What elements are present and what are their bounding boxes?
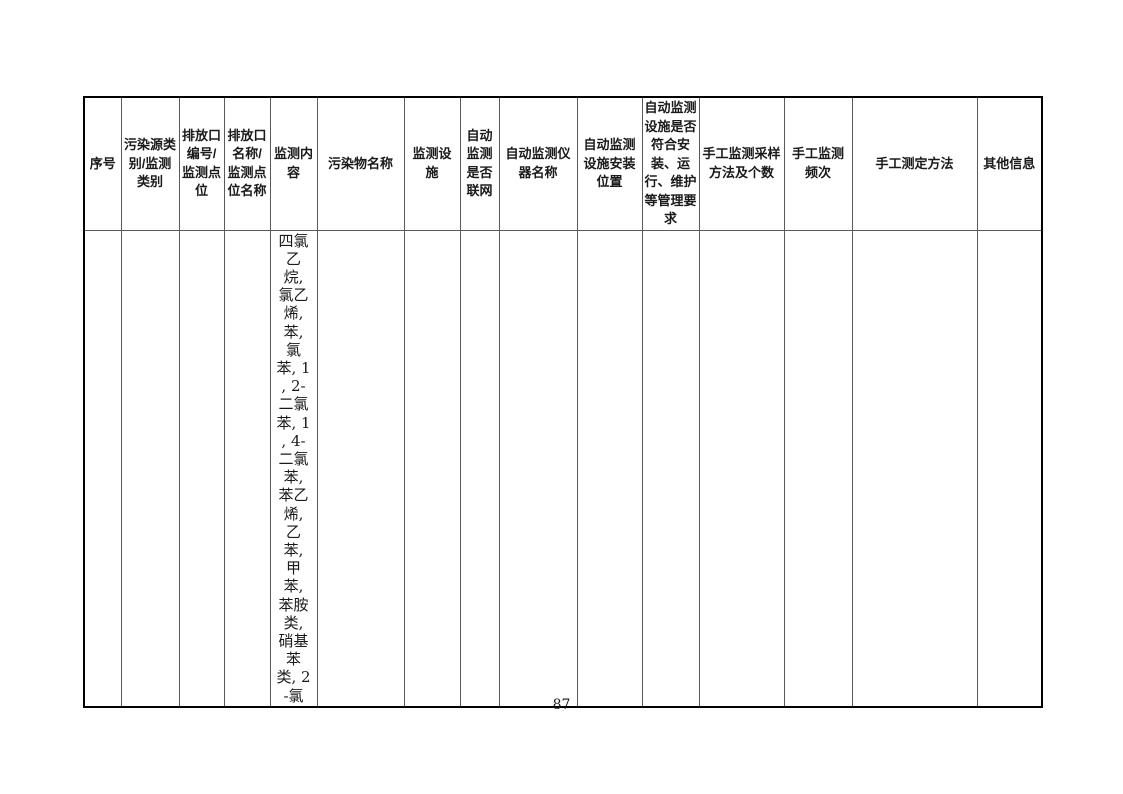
header-auto-monitoring-install-location: 自动监测设施安装位置 [576, 96, 643, 231]
header-auto-monitoring-networked: 自动监测是否联网 [459, 96, 500, 231]
header-other-info: 其他信息 [976, 96, 1043, 231]
header-manual-monitoring-frequency: 手工监测频次 [783, 96, 853, 231]
header-monitoring-content: 监测内容 [269, 96, 318, 231]
cell-manual-sampling-method-count [698, 229, 785, 708]
cell-auto-monitoring-install-location [576, 229, 643, 708]
header-outlet-name: 排放口名称/监测点位名称 [223, 96, 271, 231]
header-monitoring-facility: 监测设施 [403, 96, 461, 231]
header-pollutant-name: 污染物名称 [316, 96, 405, 231]
cell-manual-determination-method [851, 229, 978, 708]
header-manual-determination-method: 手工测定方法 [851, 96, 978, 231]
table-data-row: 四氯 乙 烷, 氯乙 烯, 苯, 氯 苯, 1 , 2- 二氯 苯, 1 , 4… [83, 229, 1043, 708]
cell-auto-monitoring-networked [459, 229, 500, 708]
cell-pollution-source-category [120, 229, 180, 708]
cell-outlet-name [223, 229, 271, 708]
cell-monitoring-content: 四氯 乙 烷, 氯乙 烯, 苯, 氯 苯, 1 , 2- 二氯 苯, 1 , 4… [269, 229, 318, 708]
header-auto-monitoring-compliance: 自动监测设施是否符合安装、运行、维护等管理要求 [641, 96, 700, 231]
header-auto-monitoring-instrument-name: 自动监测仪器名称 [498, 96, 578, 231]
header-pollution-source-category: 污染源类别/监测类别 [120, 96, 180, 231]
cell-auto-monitoring-compliance [641, 229, 700, 708]
cell-pollutant-name [316, 229, 405, 708]
cell-auto-monitoring-instrument-name [498, 229, 578, 708]
cell-outlet-number [178, 229, 225, 708]
cell-other-info [976, 229, 1043, 708]
header-serial-number: 序号 [83, 96, 122, 231]
monitoring-requirements-table: 序号 污染源类别/监测类别 排放口编号/监测点位 排放口名称/监测点位名称 监测… [83, 96, 1043, 708]
cell-manual-monitoring-frequency [783, 229, 853, 708]
cell-monitoring-facility [403, 229, 461, 708]
header-manual-sampling-method-count: 手工监测采样方法及个数 [698, 96, 785, 231]
cell-serial-number [83, 229, 122, 708]
table-header-row: 序号 污染源类别/监测类别 排放口编号/监测点位 排放口名称/监测点位名称 监测… [83, 96, 1043, 231]
page-number: 87 [552, 697, 571, 713]
header-outlet-number: 排放口编号/监测点位 [178, 96, 225, 231]
